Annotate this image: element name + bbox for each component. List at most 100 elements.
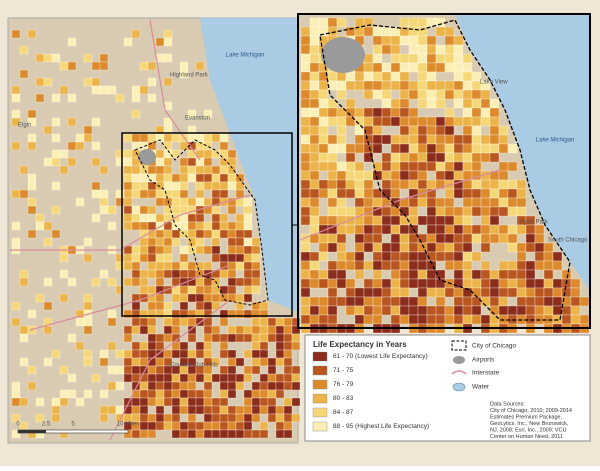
- tract: [99, 389, 109, 399]
- tract: [11, 429, 21, 439]
- tract: [471, 269, 482, 280]
- legend-swatch: [312, 393, 328, 404]
- tract: [235, 373, 245, 383]
- tract: [131, 269, 141, 279]
- tract: [435, 206, 446, 217]
- tract: [399, 98, 410, 109]
- tract: [372, 296, 383, 307]
- tract: [462, 143, 473, 154]
- tract: [147, 93, 157, 103]
- tract: [489, 269, 500, 280]
- tract: [275, 389, 285, 399]
- tract: [251, 277, 261, 287]
- tract: [399, 134, 410, 145]
- tract: [381, 71, 392, 82]
- tract: [489, 188, 500, 199]
- tract: [291, 333, 301, 343]
- tract: [300, 44, 311, 55]
- tract: [179, 69, 189, 79]
- tract: [372, 134, 383, 145]
- tract: [83, 389, 93, 399]
- tract: [203, 397, 213, 407]
- tract: [195, 429, 205, 439]
- tract: [426, 80, 437, 91]
- tract: [309, 314, 320, 325]
- legend-feature: Airports: [472, 357, 495, 364]
- tract: [139, 277, 149, 287]
- legend-feature: Water: [472, 384, 490, 391]
- tract: [300, 26, 311, 37]
- tract: [309, 107, 320, 118]
- tract: [498, 179, 509, 190]
- tract: [516, 242, 527, 253]
- tract: [155, 253, 165, 263]
- tract: [147, 61, 157, 71]
- tract: [147, 245, 157, 255]
- tract: [462, 152, 473, 163]
- tract: [91, 77, 101, 87]
- tract: [507, 188, 518, 199]
- tract: [195, 301, 205, 311]
- tract: [309, 260, 320, 271]
- tract: [195, 213, 205, 223]
- tract: [309, 89, 320, 100]
- tract: [171, 229, 181, 239]
- tract: [318, 80, 329, 91]
- tract: [489, 197, 500, 208]
- tract: [35, 53, 45, 63]
- tract: [147, 381, 157, 391]
- tract: [417, 314, 428, 325]
- tract: [155, 301, 165, 311]
- tract: [115, 149, 125, 159]
- tract: [211, 165, 221, 175]
- tract: [336, 134, 347, 145]
- tract: [195, 61, 205, 71]
- tract: [435, 89, 446, 100]
- tract: [435, 116, 446, 127]
- tract: [171, 293, 181, 303]
- tract: [363, 116, 374, 127]
- tract: [67, 333, 77, 343]
- tract: [243, 333, 253, 343]
- tract: [426, 53, 437, 64]
- tract: [525, 269, 536, 280]
- tract: [59, 397, 69, 407]
- tract: [283, 413, 293, 423]
- tract: [309, 215, 320, 226]
- tract: [211, 333, 221, 343]
- tract: [399, 62, 410, 73]
- tract: [453, 134, 464, 145]
- tract: [123, 365, 133, 375]
- tract: [390, 224, 401, 235]
- tract: [444, 53, 455, 64]
- tract: [99, 189, 109, 199]
- tract: [243, 237, 253, 247]
- tract: [139, 357, 149, 367]
- tract: [462, 161, 473, 172]
- lake: [455, 14, 590, 290]
- tract: [235, 309, 245, 319]
- tract: [381, 170, 392, 181]
- tract: [139, 341, 149, 351]
- tract: [489, 215, 500, 226]
- tract: [155, 269, 165, 279]
- tract: [99, 205, 109, 215]
- tract: [444, 314, 455, 325]
- tract: [179, 429, 189, 439]
- tract: [435, 125, 446, 136]
- tract: [123, 373, 133, 383]
- tract: [211, 325, 221, 335]
- tract: [453, 89, 464, 100]
- tract: [147, 141, 157, 151]
- tract: [408, 134, 419, 145]
- tract: [417, 98, 428, 109]
- tract: [147, 389, 157, 399]
- tract: [417, 197, 428, 208]
- tract: [275, 341, 285, 351]
- tract: [300, 260, 311, 271]
- tract: [179, 269, 189, 279]
- tract: [345, 98, 356, 109]
- tract: [267, 325, 277, 335]
- tract: [372, 53, 383, 64]
- tract: [155, 381, 165, 391]
